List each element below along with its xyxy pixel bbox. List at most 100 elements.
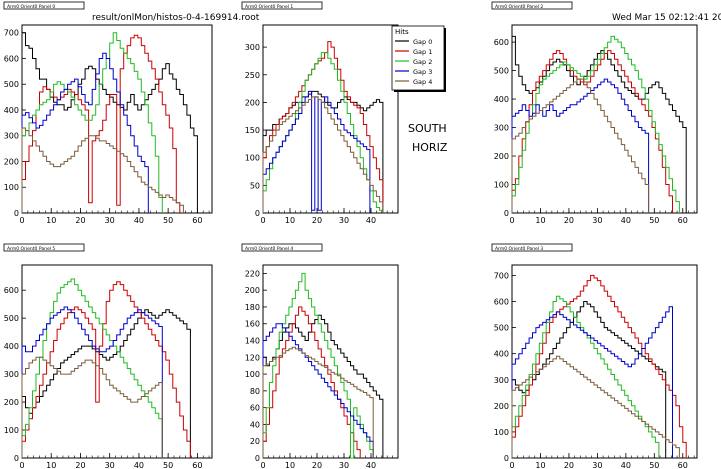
- y-tick-label: 160: [245, 320, 260, 329]
- file-path-label: result/onlMon/histos-0-4-169914.root: [92, 13, 260, 23]
- y-tick-label: 400: [494, 95, 509, 104]
- series-gap-3: [511, 306, 673, 458]
- x-tick-label: 30: [339, 216, 349, 225]
- x-tick-label: 40: [134, 461, 144, 469]
- x-tick-label: 40: [621, 461, 631, 469]
- series-gap-4: [511, 78, 650, 213]
- panel-title-box: [3, 1, 85, 10]
- series-gap-0: [21, 32, 198, 213]
- series-gap-4: [21, 356, 163, 458]
- legend-entry: Gap 3: [413, 68, 432, 76]
- y-tick-label: 0: [504, 454, 509, 463]
- y-tick-label: 100: [4, 426, 19, 435]
- y-tick-label: 100: [245, 370, 260, 379]
- plot-frame: [262, 24, 399, 214]
- panel-title: Arm0 Orient0 Panel 0: [7, 4, 55, 10]
- plot-frame: [262, 264, 399, 459]
- panel-title-box: [491, 1, 573, 10]
- series-gap-3: [511, 78, 650, 213]
- y-tick-label: 50: [250, 181, 260, 190]
- y-tick-label: 700: [494, 271, 509, 280]
- histogram-panel-5: Arm0 Orient0 Panel 301002003004005006007…: [491, 243, 698, 469]
- y-tick-label: 200: [245, 98, 260, 107]
- y-tick-label: 100: [4, 183, 19, 192]
- y-tick-label: 100: [494, 428, 509, 437]
- series-gap-0: [511, 35, 687, 213]
- series-gap-1: [21, 281, 191, 458]
- y-tick-label: 400: [4, 106, 19, 115]
- y-tick-label: 0: [14, 209, 19, 218]
- panel-title-box: [3, 243, 85, 252]
- y-tick-label: 300: [4, 370, 19, 379]
- series-gap-3: [21, 52, 149, 213]
- series-gap-1: [262, 306, 361, 458]
- series-gap-1: [21, 34, 181, 213]
- series-gap-4: [21, 127, 184, 213]
- y-tick-label: 300: [494, 124, 509, 133]
- legend-entry: Gap 1: [413, 48, 432, 56]
- x-tick-label: 50: [649, 461, 659, 469]
- series-gap-3: [21, 306, 163, 458]
- series-gap-3: [262, 323, 374, 458]
- series-gap-2: [21, 32, 163, 213]
- x-tick-label: 60: [192, 216, 202, 225]
- y-tick-label: 80: [250, 387, 260, 396]
- series-gap-4: [511, 355, 680, 458]
- x-tick-label: 20: [564, 216, 574, 225]
- x-tick-label: 0: [509, 461, 514, 469]
- x-tick-label: 40: [366, 461, 376, 469]
- x-tick-label: 0: [260, 216, 265, 225]
- y-tick-label: 20: [250, 437, 260, 446]
- x-tick-label: 40: [621, 216, 631, 225]
- legend-entry: Gap 2: [413, 58, 432, 66]
- y-tick-label: 200: [494, 152, 509, 161]
- series-gap-4: [262, 96, 384, 213]
- x-tick-label: 30: [105, 461, 115, 469]
- panel-title-box: [241, 243, 323, 252]
- x-tick-label: 30: [592, 216, 602, 225]
- y-tick-label: 600: [494, 298, 509, 307]
- legend-entry: Gap 4: [413, 78, 432, 86]
- panel-title: Arm0 Orient0 Panel 5: [7, 246, 55, 252]
- y-tick-label: 300: [494, 376, 509, 385]
- y-tick-label: 180: [245, 303, 260, 312]
- y-tick-label: 600: [494, 38, 509, 47]
- x-tick-label: 30: [339, 461, 349, 469]
- histogram-panel-4: Arm0 Orient0 Panel 402040608010012014016…: [241, 243, 399, 469]
- y-tick-label: 200: [245, 286, 260, 295]
- series-gap-2: [262, 52, 384, 213]
- x-tick-label: 0: [19, 216, 24, 225]
- y-tick-label: 100: [245, 154, 260, 163]
- series-gap-0: [262, 314, 384, 458]
- x-tick-label: 30: [592, 461, 602, 469]
- panel-title: Arm0 Orient0 Panel 1: [245, 4, 293, 10]
- x-tick-label: 0: [509, 216, 514, 225]
- y-tick-label: 700: [4, 29, 19, 38]
- panel-title-box: [491, 243, 573, 252]
- panel-title: Arm0 Orient0 Panel 4: [245, 246, 293, 252]
- datetime-label: Wed Mar 15 02:12:41 2006: [612, 13, 721, 23]
- x-tick-label: 0: [19, 461, 24, 469]
- x-tick-label: 20: [75, 461, 85, 469]
- y-tick-label: 500: [494, 324, 509, 333]
- y-tick-label: 220: [245, 269, 260, 278]
- y-tick-label: 300: [4, 132, 19, 141]
- histogram-panel-0: Arm0 Orient0 Panel 001002003004005006007…: [3, 1, 213, 225]
- x-tick-label: 10: [285, 216, 295, 225]
- y-tick-label: 0: [504, 209, 509, 218]
- legend: Hits Gap 0 Gap 1 Gap 2 Gap 3 Gap 4: [391, 25, 446, 92]
- y-tick-label: 200: [494, 402, 509, 411]
- x-tick-label: 50: [163, 216, 173, 225]
- x-tick-label: 30: [105, 216, 115, 225]
- y-tick-label: 0: [255, 209, 260, 218]
- x-tick-label: 50: [649, 216, 659, 225]
- series-gap-4: [262, 346, 374, 458]
- series-gap-0: [21, 309, 191, 458]
- x-tick-label: 40: [134, 216, 144, 225]
- x-tick-label: 20: [75, 216, 85, 225]
- legend-title: Hits: [395, 28, 409, 36]
- x-tick-label: 60: [192, 461, 202, 469]
- arm-label: SOUTH: [408, 122, 447, 135]
- x-tick-label: 10: [535, 461, 545, 469]
- y-tick-label: 500: [4, 80, 19, 89]
